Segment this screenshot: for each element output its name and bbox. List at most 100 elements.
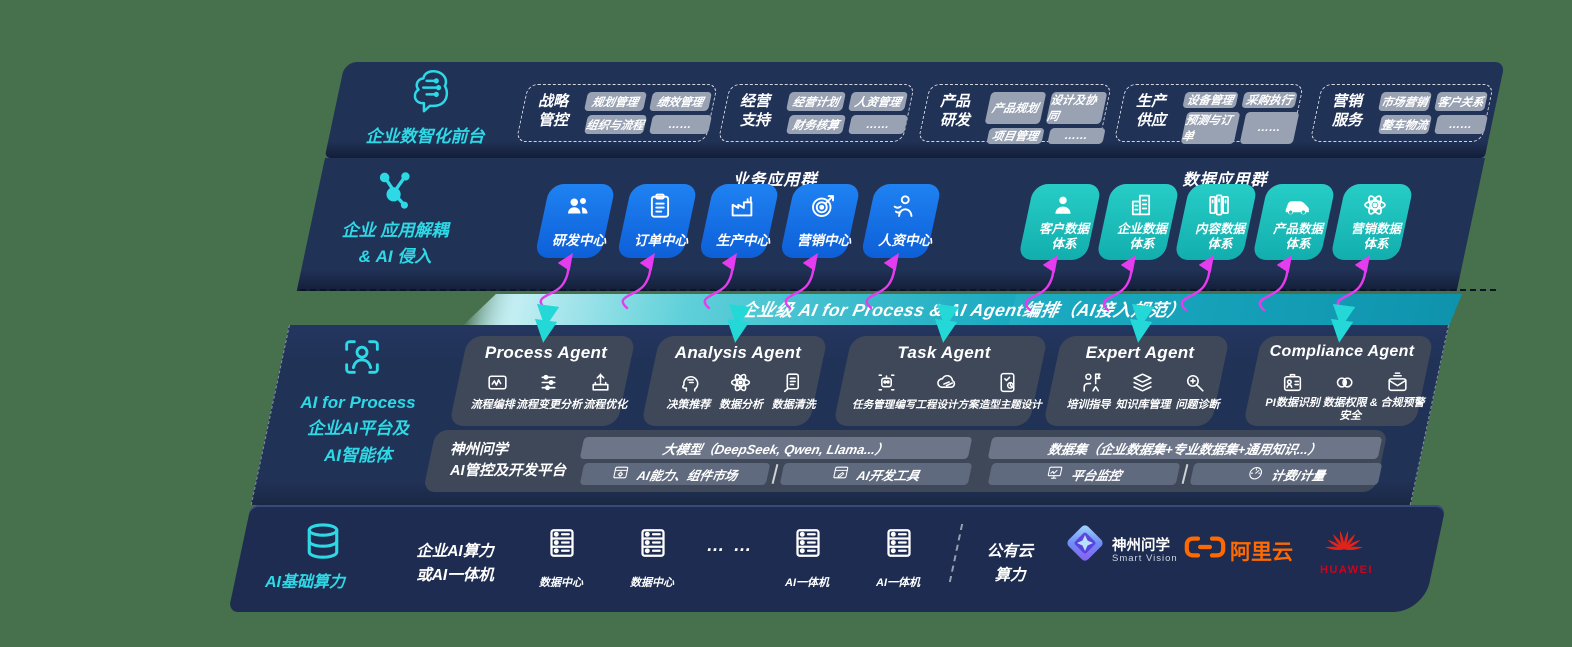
dev-tools-icon xyxy=(830,464,851,484)
atom-icon xyxy=(1346,191,1404,219)
factory-icon xyxy=(714,191,770,221)
agent-card-task: Task Agent 任务管理 编写工程设计方案 造型主题设计 xyxy=(852,336,1048,426)
car-icon xyxy=(1268,191,1326,221)
teal-double-arrow xyxy=(934,303,960,343)
magenta-arrow xyxy=(1180,255,1214,312)
smartvision-name: 神州问学 xyxy=(1112,538,1170,554)
front-desk-group-product: 产品 研发 产品规划 设计及协同 项目管理 …… xyxy=(930,84,1112,144)
ai-scan-person-icon xyxy=(345,340,379,374)
nodes-ellipsis: … … xyxy=(706,535,754,555)
front-desk-group-operation: 经营 支持 经营计划 人资管理 财务核算 …… xyxy=(730,84,915,142)
aliyun-logo-icon xyxy=(1184,534,1226,565)
app-box-order-center: 订单中心 xyxy=(632,184,698,258)
platform-monitor-chip: 平台监控 xyxy=(987,463,1181,485)
target-icon xyxy=(795,191,851,221)
data-box-customer: 客户数据 体系 xyxy=(1034,184,1102,260)
server-icon xyxy=(635,524,671,567)
decouple-label: 企业 应用解耦 & AI 侵入 xyxy=(341,221,449,266)
magenta-arrow xyxy=(539,253,573,310)
hr-person-icon xyxy=(876,191,932,221)
app-box-rd-center: 研发中心 xyxy=(550,184,616,258)
data-analysis-atom-icon xyxy=(728,370,753,400)
node-label: AI一体机 xyxy=(876,577,920,589)
smartvision-logo-icon xyxy=(1062,520,1108,571)
enterprise-compute-label: 企业AI算力 或AI一体机 xyxy=(416,543,494,585)
ai-brain-icon xyxy=(413,69,449,113)
molecule-icon xyxy=(379,172,410,209)
aliyun-name: 阿里云 xyxy=(1230,541,1293,564)
teal-double-arrow xyxy=(1129,303,1155,343)
server-icon xyxy=(881,524,917,567)
billing-metering-chip: 计费/计量 xyxy=(1189,463,1383,485)
magenta-arrow xyxy=(1102,255,1136,312)
magenta-arrow xyxy=(703,253,737,310)
magenta-arrow xyxy=(1336,255,1370,312)
database-icon xyxy=(307,523,339,559)
knowledge-layers-icon xyxy=(1130,370,1155,400)
server-icon xyxy=(790,524,826,567)
ai-platform-label: AI for Process 企业AI平台及 AI智能体 xyxy=(300,393,416,465)
public-cloud-label: 公有云 算力 xyxy=(986,543,1034,585)
front-desk-group-strategy: 战略 管控 规划管理 绩效管理 组织与流程 …… xyxy=(528,84,718,142)
task-robot-icon xyxy=(874,370,899,400)
dashed-separator xyxy=(300,289,1496,291)
theme-design-card-icon xyxy=(995,370,1020,400)
permission-security-icon xyxy=(1332,370,1357,400)
diagnosis-icon xyxy=(1182,370,1207,400)
huawei-logo-icon xyxy=(1324,524,1364,567)
front-desk-label: 企业数智化前台 xyxy=(365,127,485,146)
smartvision-sub: Smart Vision xyxy=(1112,553,1178,564)
server-icon xyxy=(544,524,580,567)
group-title: 战略 管控 xyxy=(538,93,569,129)
agent-card-compliance: Compliance Agent PI数据识别 数据权限 & 安全 合规预警 xyxy=(1262,336,1434,426)
cloud-design-icon xyxy=(934,370,959,400)
id-data-icon xyxy=(1280,370,1305,400)
window-gear-icon xyxy=(610,464,631,484)
data-box-content: 内容数据 体系 xyxy=(1190,184,1258,260)
content-files-icon xyxy=(1190,191,1248,219)
compliance-alert-mail-icon xyxy=(1385,370,1410,400)
node-label: AI一体机 xyxy=(785,577,829,589)
building-icon xyxy=(1112,191,1170,219)
infrastructure-label: AI基础算力 xyxy=(264,574,345,591)
data-box-product: 产品数据 体系 xyxy=(1268,184,1336,260)
teal-double-arrow xyxy=(726,303,752,343)
group-title: 生产 供应 xyxy=(1136,93,1167,129)
agent-card-expert: Expert Agent 培训指导 知识库管理 问题诊断 xyxy=(1062,336,1230,426)
teal-double-arrow xyxy=(534,303,560,343)
process-change-icon xyxy=(536,370,561,400)
teal-double-arrow xyxy=(1330,303,1356,343)
process-orchestration-icon xyxy=(485,370,510,400)
monitor-chart-icon xyxy=(1044,464,1065,484)
group-title: 营销 服务 xyxy=(1332,93,1363,129)
training-icon xyxy=(1079,370,1104,400)
group-title: 经营 支持 xyxy=(740,93,771,129)
data-box-enterprise: 企业数据 体系 xyxy=(1112,184,1180,260)
group-title: 产品 研发 xyxy=(940,93,971,129)
customer-icon xyxy=(1034,191,1092,219)
app-box-production-center: 生产中心 xyxy=(714,184,780,258)
magenta-arrow xyxy=(784,253,818,310)
magenta-arrow xyxy=(621,253,655,310)
ai-capability-market-chip: AI能力、组件市场 xyxy=(579,463,771,485)
process-optimize-icon xyxy=(588,370,613,400)
ai-dev-tools-chip: AI开发工具 xyxy=(779,463,973,485)
clipboard-icon xyxy=(632,191,688,221)
magenta-arrow xyxy=(865,253,899,310)
huawei-name: HUAWEI xyxy=(1320,564,1373,576)
ai-governance-platform-card: 神州问学 AI管控及开发平台 大模型（DeepSeek, Qwen, Llama… xyxy=(436,430,1388,492)
platform-vendor-label: 神州问学 AI管控及开发平台 xyxy=(450,442,566,480)
front-desk-group-marketing: 营销 服务 市场营销 客户关系 整车物流 …… xyxy=(1322,84,1494,142)
app-box-hr-center: 人资中心 xyxy=(876,184,942,258)
node-label: 数据中心 xyxy=(630,577,674,589)
agent-card-analysis: Analysis Agent 决策推荐 数据分析 数据清洗 xyxy=(660,336,828,426)
agent-card-process: Process Agent 流程编排 流程变更分析 流程优化 xyxy=(468,336,636,426)
gauge-icon xyxy=(1245,464,1266,484)
team-icon xyxy=(550,191,606,221)
node-label: 数据中心 xyxy=(539,577,583,589)
app-box-marketing-center: 营销中心 xyxy=(795,184,861,258)
data-clean-doc-icon xyxy=(780,370,805,400)
magenta-arrow xyxy=(1258,255,1292,312)
